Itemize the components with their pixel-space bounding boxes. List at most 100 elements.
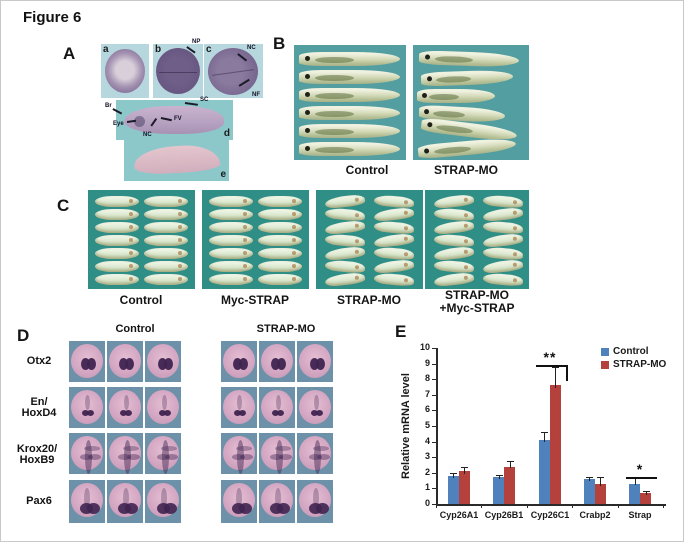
stain-spot	[239, 503, 252, 515]
embryo	[209, 235, 253, 246]
annotation-eye: Eye	[113, 121, 124, 127]
x-category-label: Cyp26C1	[530, 510, 570, 520]
embryo	[258, 248, 302, 259]
panel-c-label-strapmo: STRAP-MO	[337, 293, 401, 307]
error-bar-cap	[541, 432, 548, 433]
stain-spot	[236, 446, 253, 452]
embryo	[71, 344, 103, 378]
embryo	[482, 245, 524, 262]
bar-control-cyp26c1	[539, 440, 550, 504]
x-category-label: Cyp26A1	[439, 510, 479, 520]
embryo	[71, 390, 103, 424]
stain-spot	[277, 503, 291, 515]
stain-spot	[161, 487, 168, 508]
y-tick-label: 5	[424, 420, 430, 430]
y-tick-label: 4	[424, 436, 430, 446]
insitu-image	[107, 387, 143, 428]
insitu-image	[259, 433, 295, 474]
stain-spot	[119, 358, 129, 371]
tadpole	[299, 142, 400, 156]
embryo-group-photo-rescue	[425, 190, 529, 289]
stain-spot	[118, 453, 132, 460]
embryo	[147, 483, 179, 517]
stain-spot	[310, 409, 318, 416]
embryo	[223, 344, 255, 378]
stain-spot	[272, 409, 280, 416]
x-category-label: Crabp2	[579, 510, 611, 520]
embryo	[261, 390, 293, 424]
stain-spot	[275, 395, 281, 411]
insitu-image	[259, 387, 295, 428]
embryo-group-photo-myc-strap	[202, 190, 309, 289]
panel-b-label-control: Control	[345, 163, 389, 177]
stain-spot	[162, 395, 168, 411]
insitu-image	[145, 387, 181, 428]
stain-spot	[158, 409, 166, 416]
panel-d-header-strapmo: STRAP-MO	[256, 323, 316, 335]
stain-spot	[156, 503, 170, 515]
embryo	[373, 258, 415, 275]
stain-spot	[313, 487, 320, 508]
stain-spot	[231, 453, 245, 460]
panel-e-chart: 0 1 2 3 4 5 6 7 8 9 10 Relative mRNA level Cyp26A1 Cy…	[394, 324, 683, 541]
embryo	[109, 436, 141, 474]
embryo	[482, 271, 524, 288]
insitu-image	[297, 341, 333, 382]
stain-spot	[237, 395, 243, 411]
embryo	[373, 219, 415, 236]
panel-e-letter: E	[395, 322, 407, 341]
insitu-image	[259, 341, 295, 382]
insitu-image	[145, 433, 181, 474]
bar-strap-mo-cyp26a1	[459, 471, 470, 504]
stain-spot	[275, 440, 283, 474]
insitu-image	[69, 433, 105, 474]
stain-spot	[277, 358, 287, 371]
embryo-shape	[105, 49, 145, 93]
stain-spot	[236, 487, 243, 508]
embryo	[209, 274, 253, 285]
embryo	[144, 261, 188, 272]
panel-c-label-rescue: STRAP-MO +Myc-STRAP	[439, 288, 515, 315]
embryo	[209, 196, 253, 207]
stain-spot	[239, 358, 248, 371]
insitu-image	[107, 480, 143, 523]
bar-control-strap	[629, 484, 640, 504]
y-tick	[432, 348, 436, 349]
stain-spot	[315, 409, 323, 416]
embryo	[261, 483, 293, 517]
embryo	[147, 344, 179, 378]
embryo	[258, 222, 302, 233]
insitu-image	[259, 480, 295, 523]
embryo	[324, 193, 366, 210]
stain-spot	[79, 503, 93, 515]
stain-spot	[161, 446, 178, 452]
stain-spot	[231, 503, 245, 515]
stain-spot	[123, 395, 129, 411]
embryo	[109, 483, 141, 517]
embryo	[258, 196, 302, 207]
x-tick	[572, 504, 573, 508]
stain-spot	[162, 440, 170, 474]
x-tick	[481, 504, 482, 508]
subpanel-letter-c: c	[206, 44, 212, 55]
stain-spot	[239, 409, 246, 416]
stain-spot	[232, 358, 242, 371]
bar-strap-mo-cyp26c1	[550, 385, 561, 504]
panel-b-label-strapmo: STRAP-MO	[434, 163, 498, 177]
error-bar	[600, 477, 601, 486]
embryo	[373, 232, 415, 249]
legend-swatch-control	[601, 348, 609, 356]
error-bar	[510, 461, 511, 468]
insitu-image	[297, 433, 333, 474]
y-axis-line	[436, 348, 438, 504]
insitu-image	[221, 387, 257, 428]
insitu-image	[221, 480, 257, 523]
annotation-sc: SC	[200, 97, 209, 103]
figure-title: Figure 6	[23, 9, 82, 26]
y-tick-label: 0	[424, 498, 430, 508]
embryo	[144, 248, 188, 259]
embryo	[144, 196, 188, 207]
embryo	[258, 209, 302, 220]
embryo	[324, 245, 366, 262]
panel-d-image-grid	[69, 341, 334, 525]
